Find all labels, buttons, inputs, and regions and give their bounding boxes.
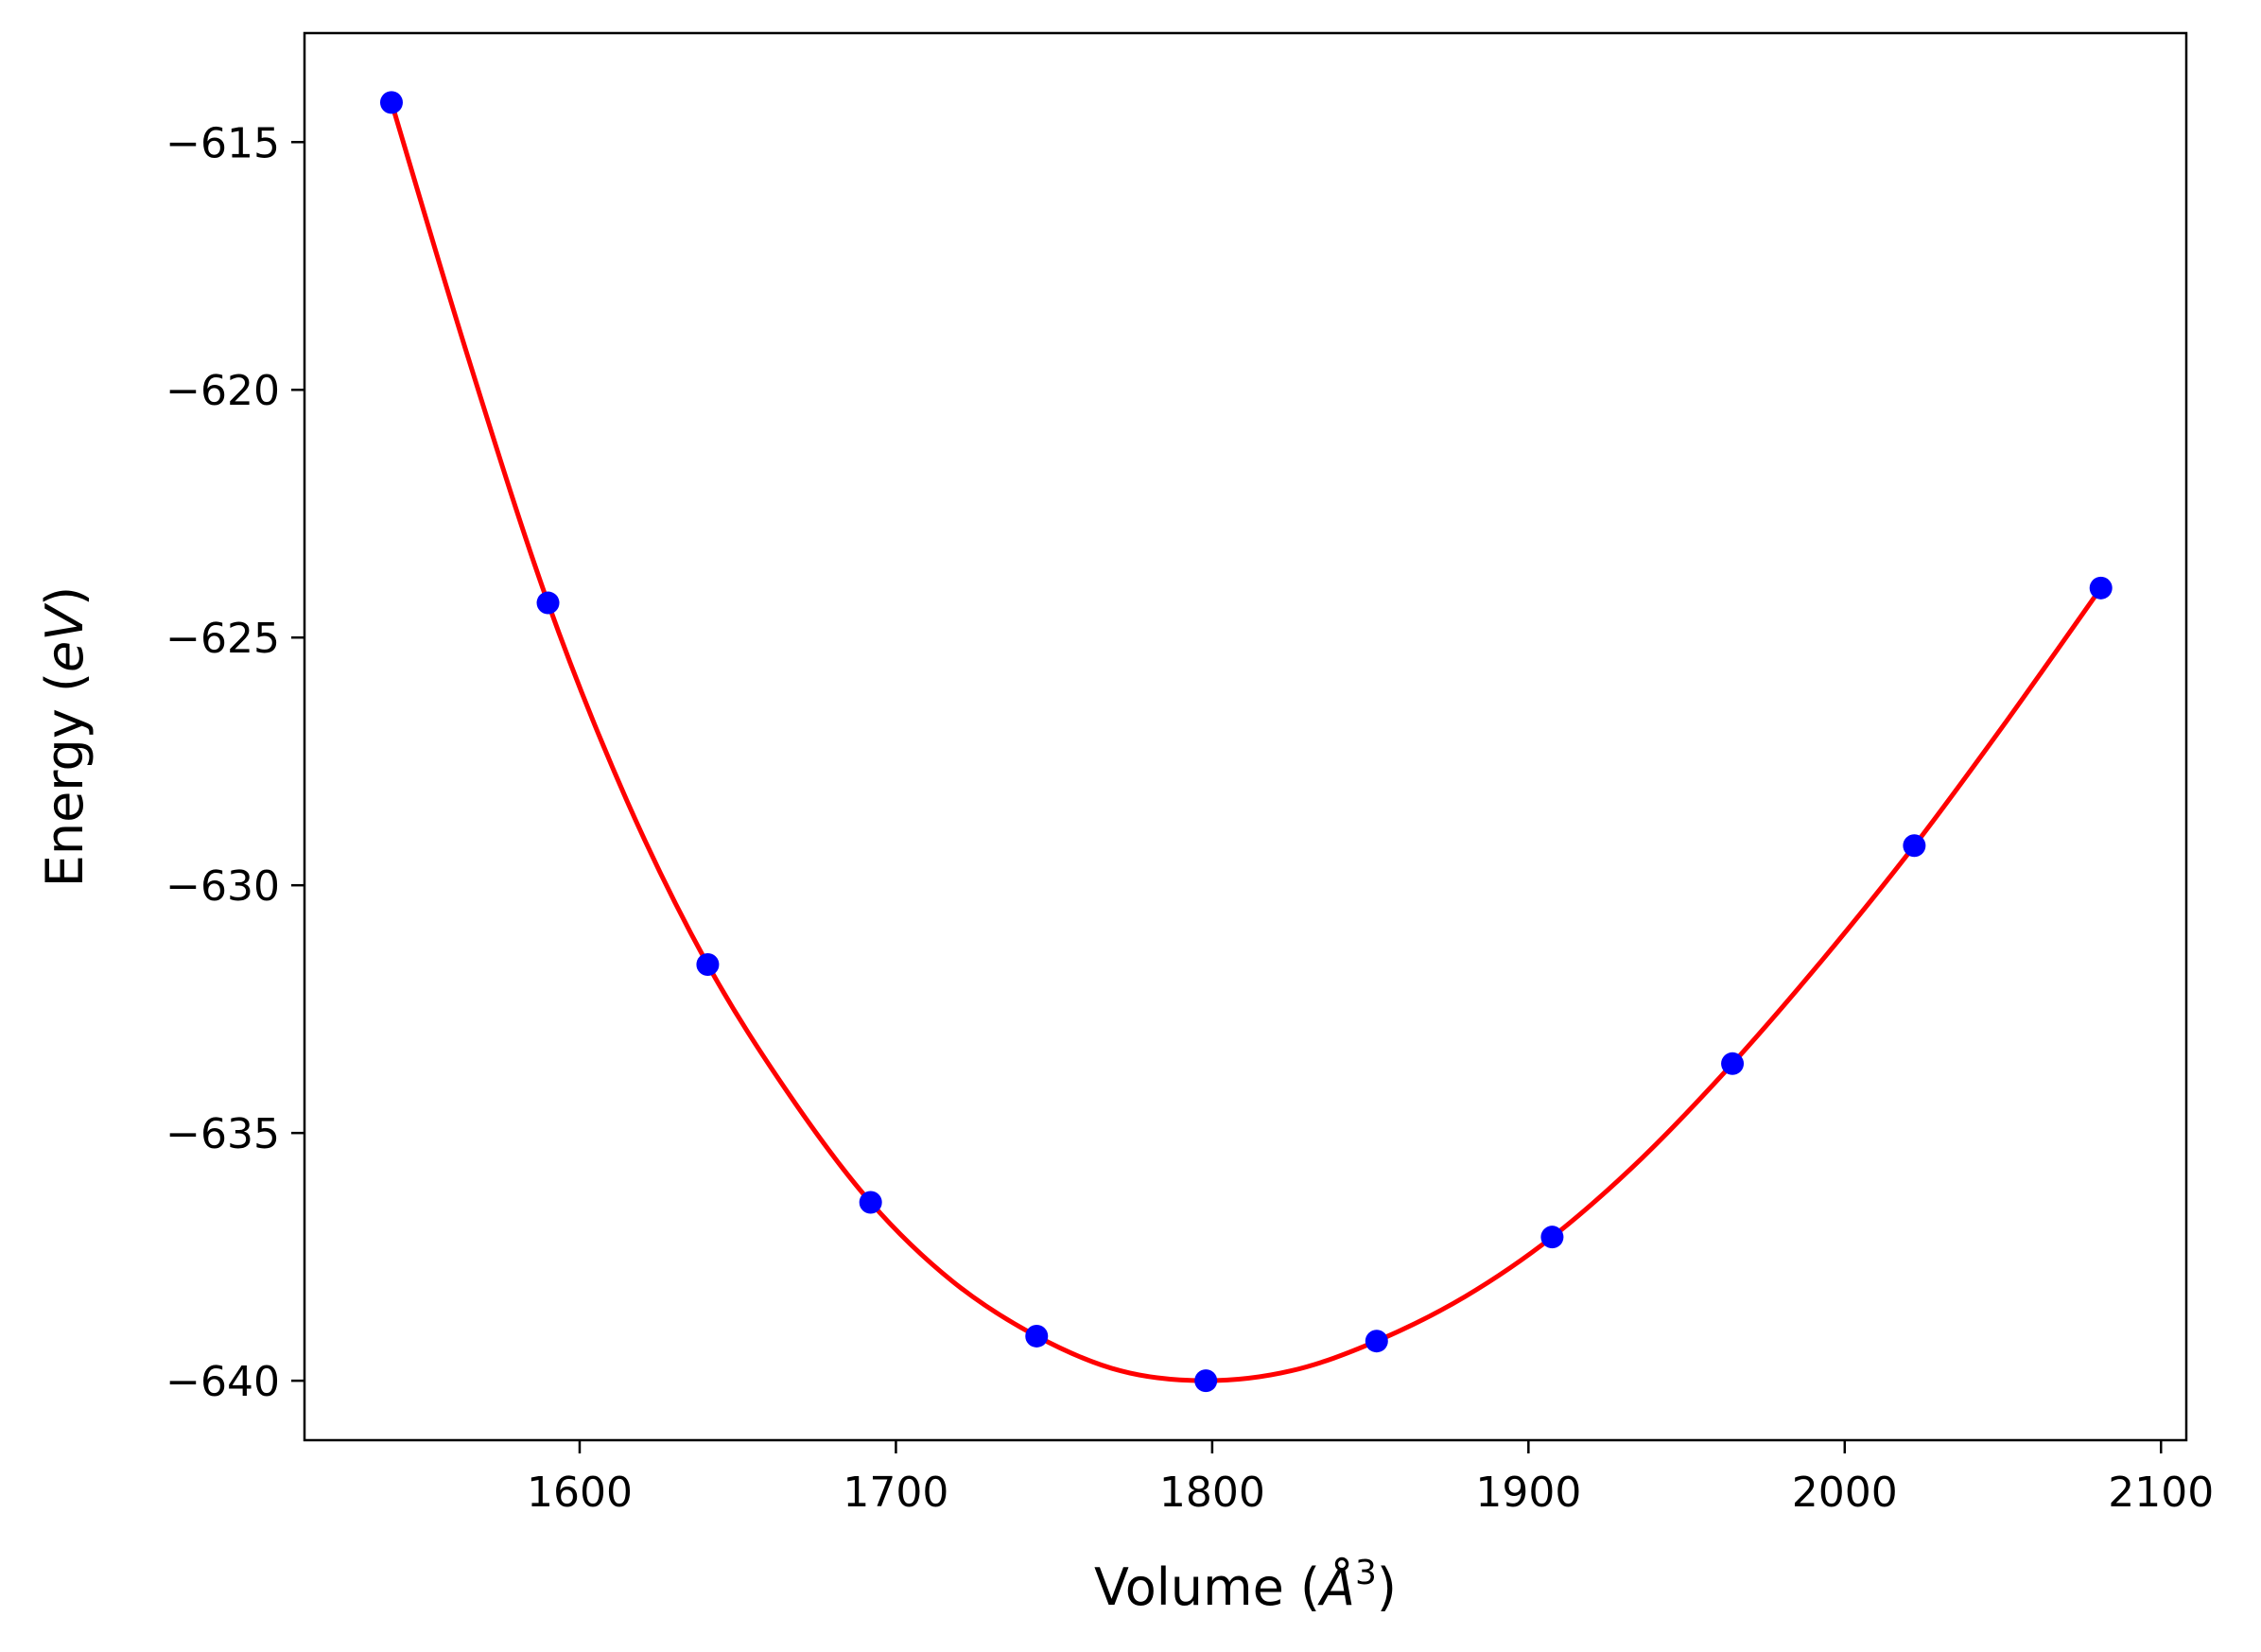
data-point	[379, 91, 403, 114]
x-tick-label: 1900	[1475, 1469, 1581, 1517]
x-tick-label: 2100	[2108, 1469, 2214, 1517]
plot-frame	[303, 31, 2188, 1442]
data-point	[1194, 1369, 1218, 1393]
data-points-layer	[379, 91, 2113, 1393]
y-tick-label: −640	[165, 1358, 280, 1406]
data-point	[1365, 1330, 1388, 1353]
y-tick-label: −615	[165, 119, 280, 167]
fit-curve-layer	[389, 101, 2103, 1383]
data-point	[536, 591, 560, 615]
y-tick-label: −635	[165, 1110, 280, 1158]
y-tick-label: −630	[165, 862, 280, 911]
x-axis: 1600 1700 1800 1900 2000 2100	[527, 1440, 2214, 1517]
data-point	[859, 1191, 882, 1214]
data-point	[1025, 1324, 1049, 1348]
y-axis: −615 −620 −625 −630 −635 −640	[165, 119, 304, 1406]
y-axis-label: Energy (eV)	[35, 586, 95, 888]
data-point	[696, 953, 720, 977]
x-axis-label: Volume (Å3)	[1094, 1554, 1397, 1617]
y-tick-label: −625	[165, 615, 280, 663]
x-tick-label: 1600	[527, 1469, 633, 1517]
x-tick-label: 1700	[843, 1469, 948, 1517]
y-tick-label: −620	[165, 367, 280, 415]
data-point	[2089, 576, 2113, 600]
data-point	[1540, 1226, 1564, 1249]
fit-curve-line	[389, 101, 2103, 1383]
data-point	[1721, 1052, 1745, 1075]
x-tick-label: 1800	[1159, 1469, 1265, 1517]
plot-area	[304, 33, 2186, 1440]
x-tick-label: 2000	[1792, 1469, 1898, 1517]
data-point	[1903, 834, 1926, 858]
